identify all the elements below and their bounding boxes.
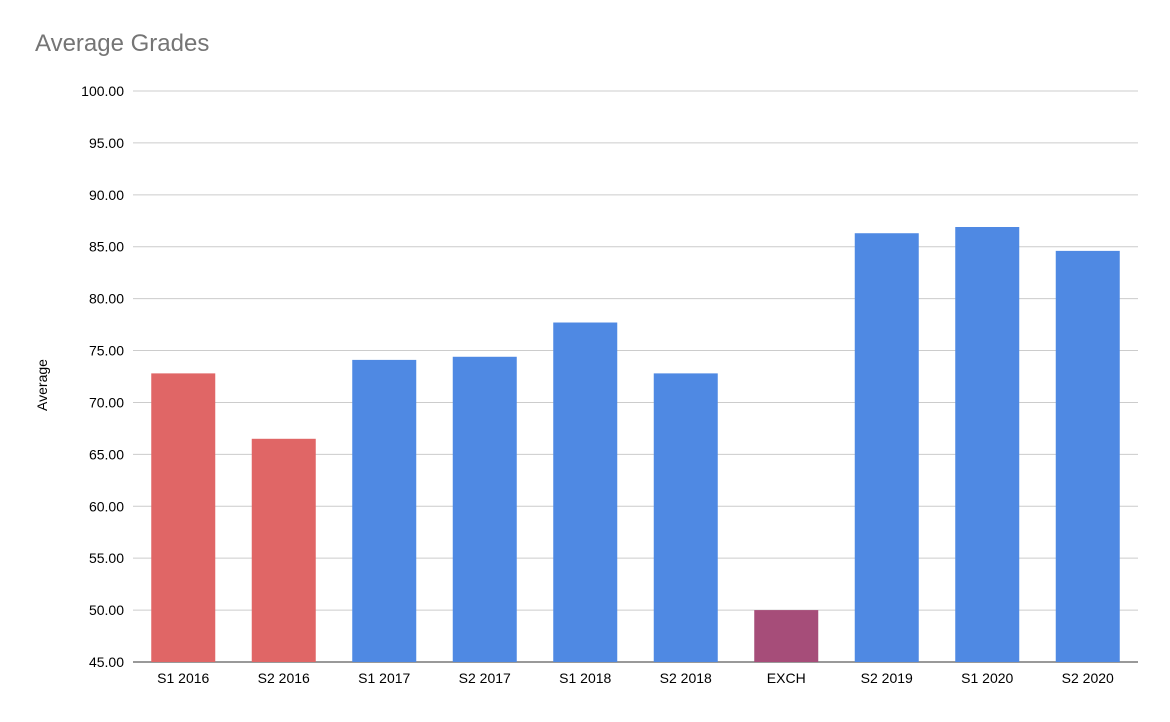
x-tick-label: S1 2020	[961, 670, 1013, 686]
y-axis-label: Average	[34, 359, 50, 411]
y-tick-label: 95.00	[89, 135, 124, 151]
y-tick-label: 80.00	[89, 291, 124, 307]
bar	[251, 438, 316, 662]
y-tick-label: 70.00	[89, 394, 124, 410]
bar	[955, 227, 1020, 662]
y-tick-label: 55.00	[89, 550, 124, 566]
bars	[151, 227, 1120, 663]
bar	[553, 322, 618, 662]
y-tick-labels: 45.00 50.00 55.00 60.00 65.00 70.00 75.00 80.00…	[81, 83, 124, 670]
y-tick-label: 50.00	[89, 602, 124, 618]
chart-title: Average Grades	[35, 30, 210, 57]
y-tick-label: 45.00	[89, 654, 124, 670]
x-tick-label: S2 2019	[861, 670, 913, 686]
bar	[1055, 250, 1120, 662]
bar	[452, 356, 517, 662]
x-tick-label: S2 2017	[459, 670, 511, 686]
y-tick-label: 85.00	[89, 239, 124, 255]
bar	[754, 610, 819, 662]
x-tick-label: S2 2018	[660, 670, 712, 686]
x-tick-label: S1 2018	[559, 670, 611, 686]
x-tick-label: EXCH	[767, 670, 806, 686]
y-tick-label: 90.00	[89, 187, 124, 203]
y-tick-label: 65.00	[89, 446, 124, 462]
y-tick-label: 75.00	[89, 343, 124, 359]
bar	[854, 233, 919, 663]
bar	[653, 373, 718, 662]
x-tick-labels: S1 2016 S2 2016 S1 2017 S2 2017 S1 2018 S2 20…	[157, 670, 1114, 686]
bar	[151, 373, 216, 662]
bar	[352, 359, 417, 662]
x-tick-label: S2 2016	[258, 670, 310, 686]
x-tick-label: S1 2016	[157, 670, 209, 686]
y-tick-label: 60.00	[89, 498, 124, 514]
y-tick-label: 100.00	[81, 83, 124, 99]
x-tick-label: S1 2017	[358, 670, 410, 686]
x-tick-label: S2 2020	[1062, 670, 1114, 686]
